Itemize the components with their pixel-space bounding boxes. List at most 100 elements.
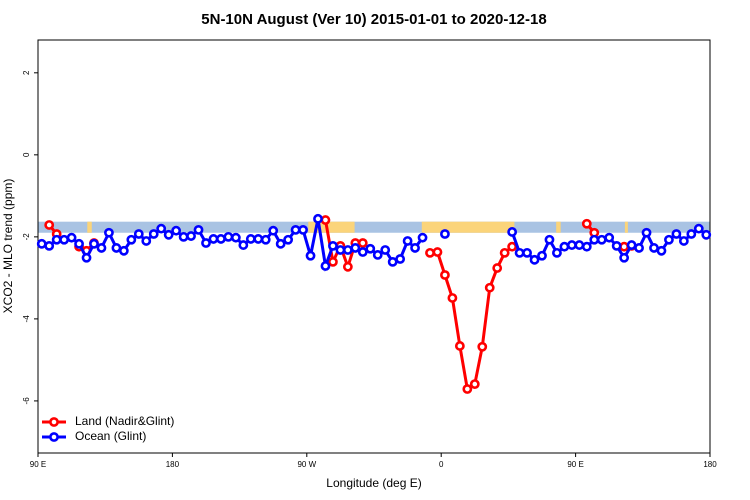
y-tick-label: -4 — [22, 315, 31, 323]
point — [216, 234, 226, 244]
point — [51, 234, 62, 245]
point — [148, 229, 159, 239]
point — [104, 227, 114, 238]
point — [619, 252, 630, 263]
point — [305, 250, 316, 261]
point — [74, 238, 84, 249]
x-tick-label: 0 — [439, 460, 444, 469]
point — [342, 245, 353, 255]
legend-label: Ocean (Glint) — [75, 429, 146, 443]
point — [365, 243, 376, 254]
land-band — [308, 221, 355, 233]
point — [507, 227, 518, 237]
point — [320, 215, 331, 225]
point — [649, 243, 659, 253]
point — [462, 384, 473, 394]
point — [141, 236, 152, 246]
point — [611, 240, 622, 251]
x-axis-label: Longitude (deg E) — [326, 476, 421, 490]
point — [552, 247, 562, 258]
point — [357, 238, 368, 248]
point — [701, 229, 712, 240]
point — [283, 234, 294, 245]
point — [320, 261, 331, 271]
point — [432, 247, 443, 257]
point — [641, 227, 652, 238]
point — [664, 234, 674, 245]
point — [626, 240, 637, 250]
point — [208, 234, 219, 244]
x-tick-label: 180 — [703, 460, 717, 469]
point — [686, 229, 697, 239]
point — [372, 250, 383, 260]
point — [484, 282, 495, 293]
x-tick-label: 180 — [166, 460, 180, 469]
point — [342, 261, 353, 272]
point — [507, 241, 518, 252]
point — [537, 250, 547, 261]
ocean-band — [38, 221, 710, 233]
point — [596, 234, 607, 245]
point — [81, 252, 92, 263]
point — [604, 232, 615, 243]
point — [290, 224, 301, 235]
point — [59, 234, 70, 245]
x-tick-label: 90 E — [30, 460, 46, 469]
land-band — [624, 221, 628, 233]
chart-title: 5N-10N August (Ver 10) 2015-01-01 to 202… — [201, 11, 546, 28]
point — [447, 293, 458, 303]
point — [544, 234, 555, 245]
point — [178, 231, 189, 242]
legend-marker — [49, 417, 59, 427]
point — [410, 243, 420, 253]
point — [529, 254, 540, 265]
point — [268, 225, 279, 236]
point — [275, 238, 286, 249]
point — [387, 256, 398, 267]
point — [89, 238, 99, 249]
point — [678, 236, 689, 246]
point — [96, 243, 107, 253]
legend-label: Land (Nadir&Glint) — [75, 414, 174, 428]
point — [118, 245, 129, 256]
point — [133, 229, 144, 239]
point — [514, 247, 525, 258]
point — [253, 234, 264, 244]
point — [328, 256, 338, 267]
point — [440, 229, 450, 239]
point — [522, 247, 532, 258]
land-band — [556, 221, 561, 233]
x-tick-label: 90 E — [567, 460, 583, 469]
point — [44, 220, 55, 230]
land-band — [421, 221, 515, 233]
point — [357, 247, 368, 257]
point — [193, 224, 204, 235]
point — [380, 245, 391, 255]
point — [36, 238, 47, 249]
point — [454, 341, 465, 351]
point — [223, 231, 234, 242]
point — [574, 240, 585, 250]
x-tick-label: 90 W — [297, 460, 316, 469]
point — [260, 234, 271, 245]
point — [156, 223, 167, 234]
y-tick-label: 0 — [22, 152, 31, 157]
point — [395, 254, 406, 264]
point — [66, 232, 77, 243]
point — [559, 241, 570, 252]
point — [417, 232, 428, 243]
point — [589, 234, 600, 245]
point — [171, 225, 182, 236]
y-tick-label: -6 — [22, 397, 31, 405]
legend-marker — [49, 432, 59, 442]
point — [313, 213, 323, 224]
point — [230, 232, 241, 243]
point — [328, 240, 338, 251]
land-band — [87, 221, 92, 233]
point — [298, 224, 308, 235]
point — [425, 247, 435, 258]
point — [186, 231, 196, 241]
point — [499, 247, 510, 258]
point — [469, 379, 480, 389]
